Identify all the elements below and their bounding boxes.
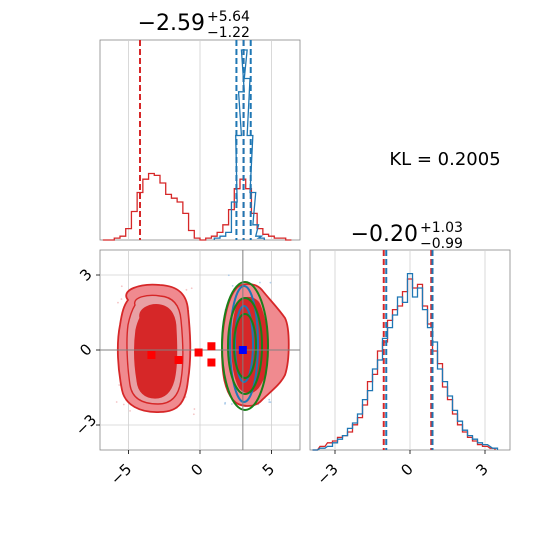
joint-y-tick-label: 3 (76, 265, 95, 284)
scatter-point (268, 401, 271, 403)
scatter-point (192, 413, 195, 416)
contour-blue-outer (229, 285, 259, 403)
marginal-x-title-sup: +5.64 (207, 9, 250, 25)
scatter-point (230, 403, 233, 405)
marginal-x-title-sub: −1.22 (207, 25, 250, 41)
scatter-point (227, 274, 230, 277)
red-marker (207, 342, 216, 351)
scatter-point (190, 287, 193, 290)
kl-annotation: KL = 0.2005 (389, 149, 500, 170)
joint-y-tick-label: 0 (76, 340, 95, 359)
joint-y-tick-label: −3 (72, 411, 100, 439)
blue-marker (238, 346, 247, 354)
contour-green-mid (227, 297, 263, 395)
marginal-x-series-0 (102, 172, 292, 241)
red-marker (174, 356, 183, 364)
scatter-point (120, 298, 123, 300)
marginal-y-title: −0.20 +1.03 −0.99 (351, 220, 463, 252)
joint-x-tick-label: −5 (107, 460, 135, 488)
joint-panel: −5 0 5 −3 0 3 (72, 249, 301, 488)
scatter-point (269, 401, 272, 404)
marginal-y-x-tick-label: 3 (472, 460, 491, 479)
red-marker (194, 348, 203, 357)
scatter-point (122, 403, 125, 406)
marginal-x-panel: −2.59 +5.64 −1.22 (99, 9, 301, 241)
scatter-point (120, 285, 123, 288)
marginal-x-title-main: −2.59 (138, 11, 205, 36)
scatter-point (269, 281, 272, 284)
scatter-point (129, 410, 131, 412)
red-marker (147, 351, 156, 359)
scatter-point (118, 384, 121, 386)
red-marker (207, 358, 216, 367)
marginal-y-title-sub: −0.99 (420, 236, 463, 252)
marginal-x-title: −2.59 +5.64 −1.22 (138, 9, 250, 41)
contour-green-outer (221, 281, 269, 411)
marginal-y-panel: −3 0 3 −0.20 +1.03 −0.99 (309, 220, 511, 488)
scatter-point (224, 401, 227, 404)
marginal-y-title-main: −0.20 (351, 222, 418, 247)
scatter-point (268, 398, 271, 401)
joint-contours (100, 250, 300, 450)
scatter-point (193, 408, 196, 410)
marginal-y-x-tick-label: −3 (313, 460, 341, 488)
contour-red-left-inner (134, 303, 178, 399)
contour-green-inner (233, 313, 257, 379)
scatter-point (259, 281, 261, 284)
scatter-point (117, 301, 119, 304)
scatter-point (231, 285, 234, 287)
joint-x-tick-label: 5 (259, 460, 278, 479)
scatter-point (115, 401, 118, 403)
marginal-y-series-1 (312, 272, 499, 451)
scatter-point (185, 288, 188, 291)
joint-x-tick-label: 0 (187, 460, 206, 479)
marginal-y-x-tick-label: 0 (397, 460, 416, 479)
marginal-y-title-sup: +1.03 (420, 220, 463, 236)
